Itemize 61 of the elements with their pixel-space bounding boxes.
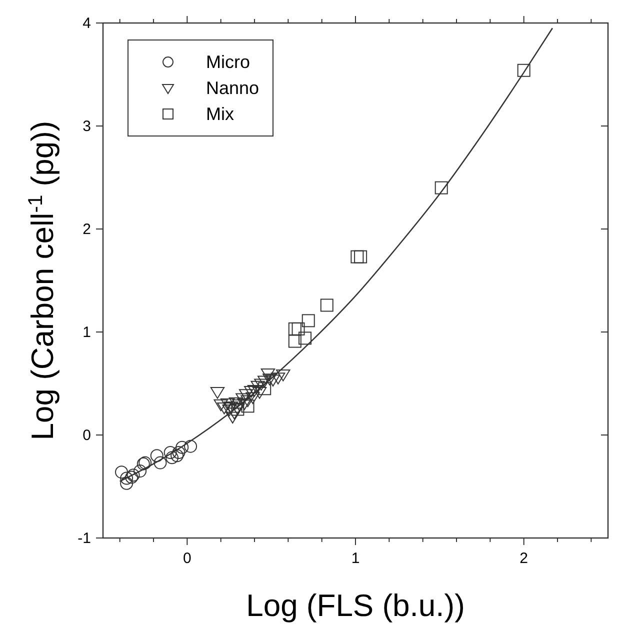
point [254, 378, 268, 391]
point [320, 298, 334, 312]
point [517, 64, 530, 77]
point [292, 322, 305, 336]
point [288, 334, 302, 348]
legend-label: Nanno [206, 78, 260, 98]
point [298, 332, 312, 345]
point [434, 181, 448, 194]
y-tick-label: 3 [82, 118, 91, 135]
point [172, 446, 186, 460]
point [266, 374, 280, 386]
point [246, 392, 260, 404]
y-tick-label: -1 [78, 530, 91, 547]
point [227, 408, 242, 420]
point [176, 440, 189, 454]
point [240, 395, 255, 408]
legend-label: Micro [206, 52, 250, 72]
y-tick-label: 1 [82, 324, 91, 341]
point [120, 472, 134, 485]
point [154, 456, 167, 470]
point [150, 449, 164, 462]
legend-label: Mix [206, 104, 234, 124]
point [164, 446, 177, 460]
point [228, 397, 244, 410]
point [258, 376, 272, 388]
point [262, 374, 277, 386]
point [222, 404, 236, 416]
point [354, 250, 368, 264]
x-tick-label: 2 [520, 550, 528, 567]
point [252, 387, 267, 399]
point [350, 250, 364, 264]
point [247, 384, 262, 397]
point [302, 314, 315, 328]
point [115, 466, 128, 479]
point [166, 451, 179, 464]
point [214, 399, 228, 412]
point [226, 412, 240, 424]
point [220, 398, 235, 410]
point [210, 387, 225, 399]
point [134, 464, 147, 478]
point [260, 368, 276, 380]
point [238, 389, 254, 401]
x-tick-label: 1 [351, 550, 360, 567]
point [170, 449, 184, 462]
point [244, 386, 258, 398]
point [241, 400, 254, 413]
point [288, 322, 302, 336]
y-tick-label: 2 [82, 221, 91, 238]
point [250, 380, 265, 393]
point [258, 382, 272, 396]
point [217, 402, 232, 414]
x-axis-title: Log (FLS (b.u.)) [246, 588, 465, 623]
point [236, 393, 250, 406]
y-tick-label: 0 [82, 427, 91, 444]
point [237, 398, 252, 410]
point [270, 372, 286, 384]
y-tick-label: 4 [82, 15, 91, 32]
point [184, 440, 198, 453]
point [120, 476, 134, 490]
point [276, 370, 290, 382]
x-tick-label: 0 [182, 550, 192, 567]
